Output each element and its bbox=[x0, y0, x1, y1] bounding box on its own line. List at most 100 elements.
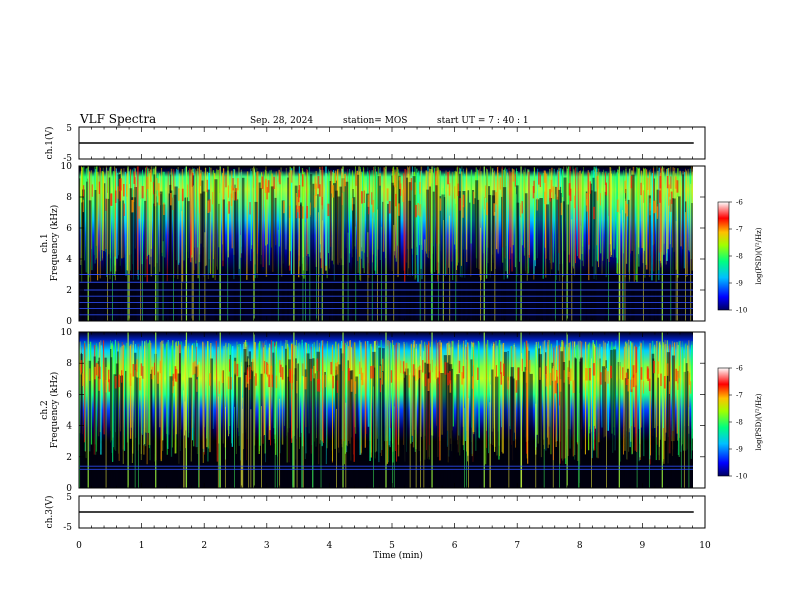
colorbar-tick-label: -8 bbox=[736, 253, 743, 261]
spectral-streak bbox=[613, 170, 616, 250]
spectral-streak bbox=[445, 170, 448, 276]
x-tick-label: 10 bbox=[699, 541, 711, 551]
spectral-streak bbox=[459, 344, 462, 456]
spectral-streak bbox=[202, 341, 205, 449]
colorbar-tick-label: -6 bbox=[736, 199, 743, 207]
spectral-streak bbox=[183, 168, 186, 261]
spectral-streak bbox=[569, 341, 571, 449]
spectral-streak bbox=[402, 173, 405, 271]
spectral-streak bbox=[686, 171, 688, 276]
ch2-channel-label: ch.2 bbox=[40, 400, 50, 419]
spectral-streak bbox=[146, 343, 149, 465]
spectral-streak bbox=[642, 340, 645, 457]
spectral-streak bbox=[535, 344, 538, 448]
spectral-streak bbox=[291, 344, 294, 443]
spectral-streak bbox=[491, 167, 493, 272]
spectral-streak bbox=[645, 169, 647, 264]
spectral-streak bbox=[181, 169, 184, 283]
spectral-streak bbox=[279, 340, 282, 454]
spectral-streak bbox=[644, 168, 647, 265]
y-tick-label: 10 bbox=[61, 162, 73, 172]
spectral-streak bbox=[498, 339, 501, 460]
spectral-streak bbox=[602, 169, 604, 261]
colorbar-tick-label: -6 bbox=[736, 365, 743, 373]
y-tick-label: 4 bbox=[66, 422, 72, 432]
spectral-streak bbox=[345, 341, 349, 446]
y-tick-label: 2 bbox=[66, 453, 72, 463]
ch2-horizontal-lines bbox=[79, 465, 693, 470]
spectral-streak bbox=[250, 167, 253, 250]
spectral-streak bbox=[140, 340, 143, 461]
ch2-spectrogram-yticks: 0 2 4 6 8 10 bbox=[61, 328, 705, 494]
y-tick-label: 8 bbox=[66, 359, 72, 369]
colorbar-tick-label: -10 bbox=[736, 473, 747, 481]
spectral-streak bbox=[165, 343, 168, 455]
ch1-channel-label: ch.1 bbox=[40, 233, 50, 252]
spectral-streak bbox=[472, 340, 474, 462]
spectral-streak bbox=[366, 340, 370, 427]
spectral-streak bbox=[662, 342, 665, 462]
spectral-streak bbox=[230, 346, 233, 444]
spectral-streak bbox=[664, 344, 667, 441]
spectral-streak bbox=[410, 343, 414, 436]
spectral-streak bbox=[496, 167, 498, 250]
ch1-waveform-ylabel: ch.1(V) bbox=[44, 127, 55, 160]
spectral-streak bbox=[360, 171, 363, 252]
ch1-ytick-top: 5 bbox=[66, 124, 72, 134]
spectral-streak bbox=[682, 347, 685, 451]
spectral-streak bbox=[382, 167, 385, 252]
spectral-streak bbox=[238, 172, 241, 276]
spectral-streak bbox=[658, 341, 661, 461]
ch1-sferic-strokes bbox=[79, 166, 693, 321]
spectral-streak bbox=[487, 340, 490, 454]
spectral-streak bbox=[263, 347, 266, 436]
colorbar-ch2-label: log(PSD)(V²/Hz) bbox=[755, 393, 763, 450]
spectral-streak bbox=[131, 344, 134, 464]
spectral-streak bbox=[639, 342, 642, 460]
spectral-streak bbox=[477, 340, 480, 438]
ch2-spectrogram-image bbox=[79, 332, 693, 488]
colorbar-ch1: -6 -7 -8 -9 -10 log(PSD)(V²/Hz) bbox=[717, 199, 763, 315]
spectral-streak bbox=[149, 172, 152, 249]
ch1-spectrogram-xticks bbox=[78, 166, 706, 321]
x-tick-label: 3 bbox=[264, 541, 270, 551]
spectral-streak bbox=[215, 340, 218, 462]
spectral-streak bbox=[509, 171, 512, 248]
spectral-streak bbox=[420, 173, 423, 269]
spectral-streak bbox=[325, 343, 328, 465]
x-tick-label: 7 bbox=[514, 541, 520, 551]
spectral-streak bbox=[570, 170, 572, 273]
start-time-label: start UT = 7 : 40 : 1 bbox=[437, 116, 529, 126]
ch3-waveform-xticks bbox=[78, 496, 706, 528]
ch2-frequency-label: Frequency (kHz) bbox=[49, 372, 60, 449]
spectral-streak bbox=[473, 342, 476, 433]
colorbar-tick-label: -7 bbox=[736, 226, 743, 234]
spectral-streak bbox=[206, 341, 209, 448]
spectral-streak bbox=[363, 168, 365, 253]
spectral-streak bbox=[196, 171, 199, 248]
spectral-streak bbox=[114, 167, 117, 257]
spectral-streak bbox=[240, 169, 242, 258]
x-axis-label: Time (min) bbox=[373, 550, 423, 561]
ch1-ytick-bottom: -5 bbox=[63, 154, 72, 164]
spectral-streak bbox=[634, 344, 637, 451]
spectral-streak bbox=[141, 343, 143, 434]
spectral-streak bbox=[348, 173, 351, 254]
x-tick-label: 5 bbox=[389, 541, 395, 551]
spectral-streak bbox=[573, 170, 576, 276]
spectral-streak bbox=[148, 171, 151, 265]
x-tick-label: 0 bbox=[76, 541, 82, 551]
spectral-streak bbox=[655, 166, 658, 282]
spectral-streak bbox=[636, 167, 639, 283]
spectral-streak bbox=[592, 342, 595, 426]
spectral-streak bbox=[166, 342, 168, 448]
spectral-streak bbox=[195, 170, 198, 261]
spectral-streak bbox=[217, 346, 220, 444]
y-tick-label: 8 bbox=[66, 193, 72, 203]
spectral-streak bbox=[656, 342, 659, 445]
spectral-streak bbox=[275, 341, 278, 455]
x-tick-label: 2 bbox=[201, 541, 207, 551]
spectral-streak bbox=[692, 171, 693, 271]
spectral-streak bbox=[380, 339, 383, 450]
spectral-streak bbox=[270, 339, 272, 446]
